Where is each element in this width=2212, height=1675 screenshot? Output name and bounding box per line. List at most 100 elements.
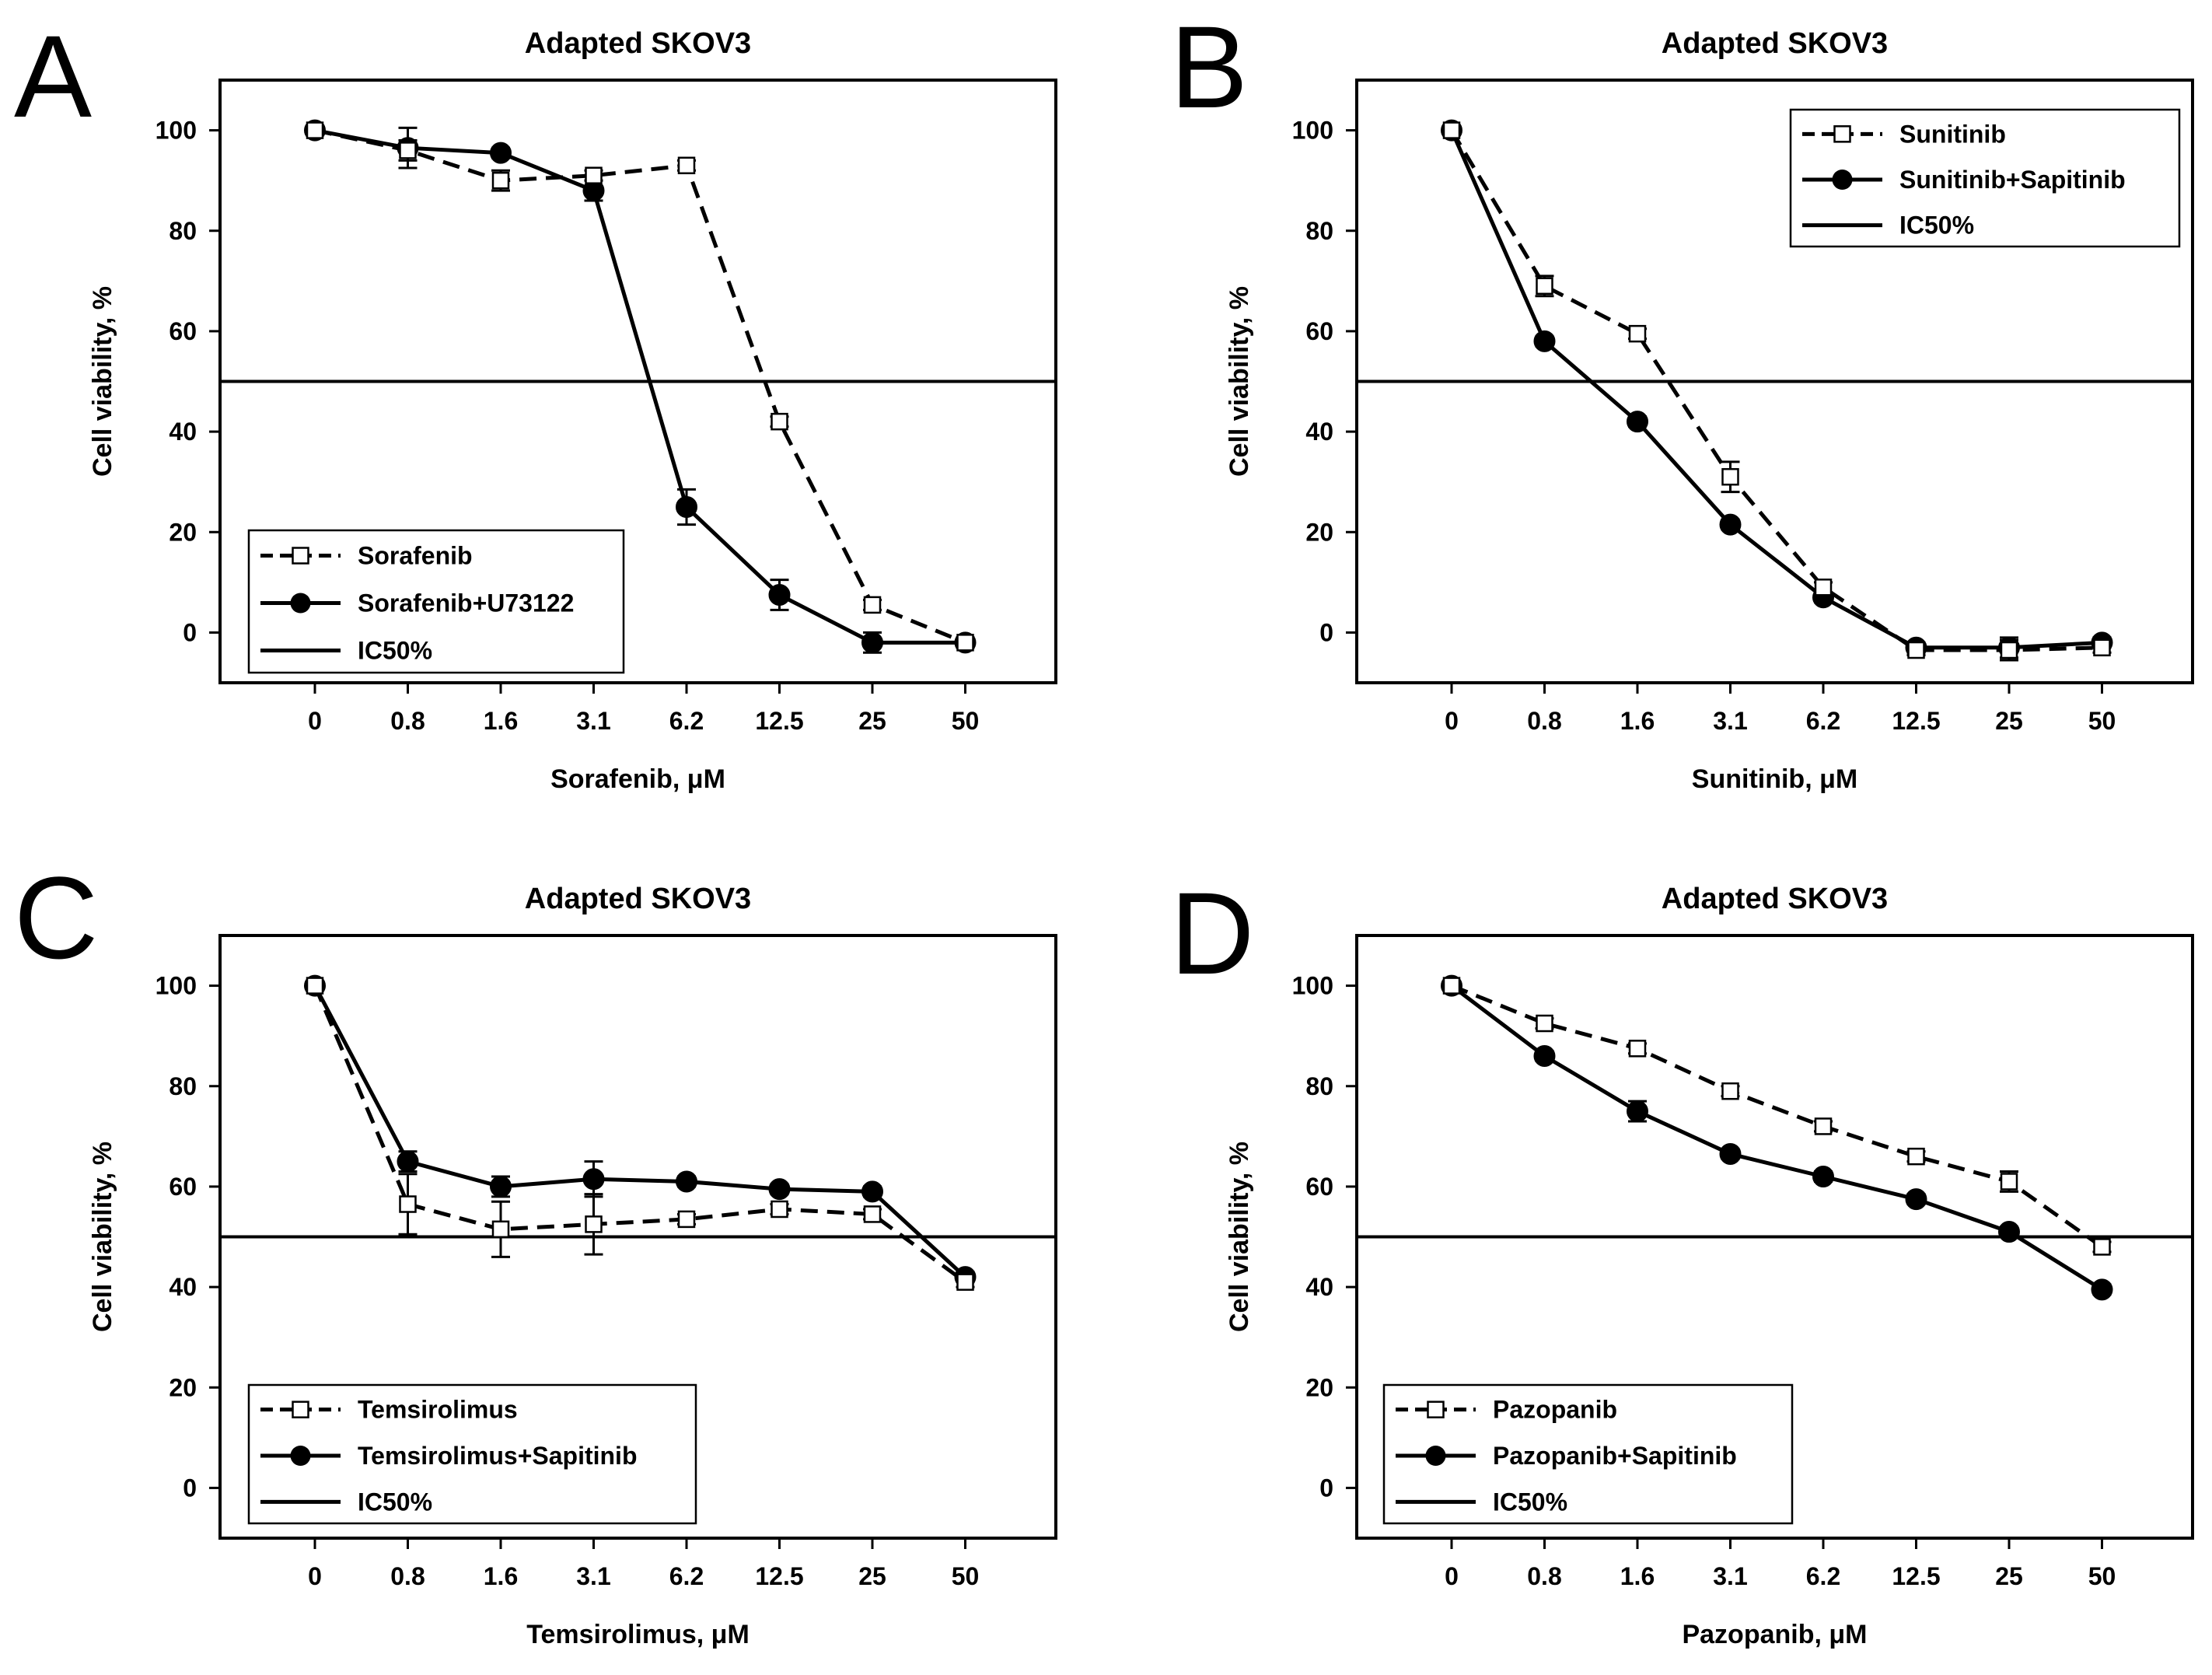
legend-label: Temsirolimus	[358, 1396, 518, 1424]
series-line-single-drug	[1449, 129, 2102, 652]
legend-marker-open-square	[292, 1400, 309, 1418]
x-tick-label: 50	[952, 1562, 980, 1590]
y-axis-label: Cell viability, %	[1225, 286, 1254, 477]
x-tick-label: 6.2	[669, 707, 704, 735]
y-tick-label: 40	[169, 418, 197, 446]
legend-marker-filled-circle	[1832, 170, 1853, 190]
series-line-single-drug	[1451, 984, 2103, 1249]
legend-label: Sunitinib+Sapitinib	[1899, 166, 2126, 194]
x-tick-label: 25	[1995, 707, 2023, 735]
x-tick-label: 25	[1995, 1562, 2023, 1590]
chart-title: Adapted SKOV3	[1662, 27, 1888, 60]
data-point-open-square	[677, 1210, 696, 1229]
panel-letter: A	[14, 11, 92, 142]
data-point-open-square	[585, 1215, 603, 1233]
legend: Sorafenib Sorafenib+U73122 IC50%	[247, 529, 625, 674]
data-point-open-square	[491, 1220, 510, 1239]
legend-label: Pazopanib+Sapitinib	[1493, 1442, 1737, 1470]
data-point-open-square	[399, 142, 417, 159]
data-point-open-square	[1721, 467, 1739, 486]
x-tick-label: 12.5	[755, 707, 803, 735]
y-tick-label: 20	[1305, 518, 1333, 546]
data-point-open-square	[306, 977, 324, 995]
x-tick-label: 50	[952, 707, 980, 735]
x-tick-label: 25	[858, 1562, 886, 1590]
data-point-open-square	[2093, 638, 2111, 657]
data-point-filled-circle	[768, 583, 791, 606]
legend-label: IC50%	[1493, 1488, 1567, 1516]
y-tick-label: 60	[169, 1173, 197, 1201]
y-tick-label: 0	[183, 618, 197, 646]
chart-title: Adapted SKOV3	[525, 27, 751, 60]
data-point-filled-circle	[676, 1170, 697, 1193]
legend-marker-filled-circle	[1425, 1446, 1446, 1466]
legend-label: Sunitinib	[1899, 120, 2006, 148]
data-point-open-square	[1721, 1082, 1739, 1100]
x-tick-label: 12.5	[755, 1562, 803, 1590]
panel-b: B Adapted SKOV3 0 20 40 60 80 100 0 0.8 1.6 3.1 6.2 1…	[1170, 2, 2194, 794]
data-point-open-square	[863, 1205, 882, 1223]
legend-marker-open-square	[1427, 1400, 1445, 1418]
data-point-open-square	[1814, 1117, 1833, 1135]
data-point-open-square	[306, 121, 324, 139]
x-tick-label: 1.6	[1620, 707, 1655, 735]
x-tick-label: 0.8	[1527, 1562, 1561, 1590]
data-point-open-square	[677, 156, 696, 175]
x-tick-label: 1.6	[484, 1562, 518, 1590]
x-tick-label: 0.8	[390, 1562, 425, 1590]
data-point-filled-circle	[1998, 1221, 2020, 1243]
y-tick-label: 60	[169, 317, 197, 345]
y-tick-label: 80	[1305, 1072, 1333, 1100]
data-point-filled-circle	[768, 1178, 791, 1201]
y-tick-label: 80	[169, 1072, 197, 1100]
x-tick-label: 3.1	[576, 707, 610, 735]
x-tick-label: 0	[308, 1562, 322, 1590]
panel-letter: B	[1170, 2, 1248, 132]
data-point-filled-circle	[1719, 1142, 1742, 1165]
data-point-filled-circle	[1905, 1188, 1927, 1211]
panel-c: C Adapted SKOV3 0 20 40 60 80 100 0 0.8 1.6 3.1 6.2 1…	[14, 852, 1057, 1649]
x-tick-label: 50	[2088, 1562, 2116, 1590]
data-point-open-square	[863, 596, 882, 614]
series-line-combination	[1450, 984, 2103, 1292]
data-point-filled-circle	[676, 495, 697, 518]
data-point-open-square	[585, 166, 603, 184]
legend-marker-filled-circle	[290, 593, 311, 614]
data-point-open-square	[771, 412, 788, 431]
data-point-filled-circle	[490, 142, 512, 164]
data-point-open-square	[2000, 1173, 2018, 1191]
data-point-filled-circle	[1627, 411, 1648, 433]
data-point-open-square	[1536, 1014, 1553, 1033]
data-point-filled-circle	[2091, 1278, 2113, 1301]
chart-title: Adapted SKOV3	[1662, 883, 1888, 915]
chart-title: Adapted SKOV3	[525, 883, 751, 915]
data-point-open-square	[399, 1195, 417, 1213]
y-tick-label: 80	[1305, 217, 1333, 245]
y-tick-label: 20	[169, 518, 197, 546]
legend-label: IC50%	[1899, 212, 1974, 240]
y-tick-label: 40	[169, 1273, 197, 1301]
legend-label: IC50%	[358, 1488, 432, 1516]
y-tick-label: 20	[1305, 1373, 1333, 1401]
legend-label: Sorafenib	[358, 542, 473, 570]
data-point-filled-circle	[1812, 1166, 1834, 1187]
data-point-filled-circle	[861, 631, 883, 654]
legend-label: Sorafenib+U73122	[358, 589, 574, 617]
legend: Temsirolimus Temsirolimus+Sapitinib IC50%	[247, 1383, 697, 1525]
x-axis-label: Sunitinib, μM	[1692, 764, 1857, 794]
x-axis-label: Temsirolimus, μM	[526, 1620, 750, 1649]
series-line-combination	[314, 128, 966, 645]
data-point-filled-circle	[582, 1168, 605, 1191]
data-point-open-square	[1442, 121, 1461, 139]
series-line-single-drug	[314, 128, 966, 645]
series-line-combination	[1449, 129, 2102, 650]
x-tick-label: 12.5	[1892, 707, 1940, 735]
data-point-open-square	[1814, 579, 1833, 596]
y-tick-label: 0	[183, 1474, 197, 1502]
data-point-open-square	[1628, 1040, 1647, 1058]
data-point-filled-circle	[1719, 513, 1742, 536]
x-tick-label: 6.2	[669, 1562, 704, 1590]
y-tick-label: 80	[169, 217, 197, 245]
legend-label: Pazopanib	[1493, 1396, 1617, 1424]
y-tick-label: 100	[1292, 117, 1333, 145]
